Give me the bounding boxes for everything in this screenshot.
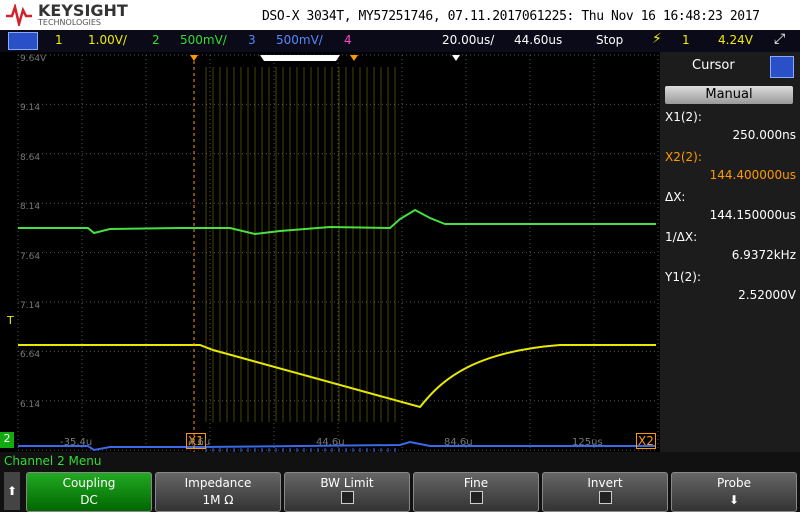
softkey[interactable]: Probe ⬇: [671, 472, 797, 512]
mode-button[interactable]: Manual: [665, 86, 793, 104]
scope-title: DSO-X 3034T, MY57251746, 07.11.201706122…: [262, 9, 760, 24]
trigger-flag: [452, 55, 460, 61]
x-label: 84.6u: [444, 437, 473, 448]
y-label: 9.14: [20, 103, 41, 114]
back-key[interactable]: ⬆: [4, 472, 20, 510]
y-label: 6.14: [20, 399, 41, 410]
ch2-scale: 500mV/: [180, 33, 227, 47]
x2-marker: X2: [636, 433, 656, 449]
waveform-area: [17, 54, 659, 452]
y-label: 7.14: [20, 301, 41, 311]
arrow-icon: ⬇: [728, 493, 740, 507]
ch1-number: 1: [55, 33, 63, 47]
ch3-trace: [18, 440, 656, 452]
softkey-label: Probe: [716, 476, 752, 490]
x1-marker: X1: [186, 433, 206, 449]
ch3-scale: 500mV/: [276, 33, 323, 47]
y-label: 6.64: [20, 350, 41, 361]
y-label: 7.64: [20, 251, 41, 262]
softkey-label: Impedance: [184, 476, 252, 490]
ch2-number: 2: [152, 33, 160, 47]
softkey[interactable]: Coupling DC: [26, 472, 152, 512]
x-label: 4.6u: [188, 437, 211, 448]
readout-value: 2.52000V: [738, 288, 796, 302]
ch3-number: 3: [248, 33, 256, 47]
slope-icon: ⤢: [774, 31, 786, 47]
readout-value: 6.9372kHz: [731, 248, 796, 262]
y-label: 8.14: [20, 202, 41, 213]
checkbox: [414, 491, 538, 509]
trigger-level: 4.24V: [718, 33, 753, 47]
ch4-number: 4: [344, 33, 352, 47]
side-panel: Cursor Manual X1(2): 250.000ns X2(2): 144.4…: [660, 52, 800, 452]
readout-label: ΔX:: [665, 190, 686, 204]
softkey[interactable]: Impedance 1M Ω: [155, 472, 281, 512]
logo-mark: [6, 4, 32, 26]
readout-value: 144.400000us: [709, 168, 796, 182]
readout-value: 144.150000us: [709, 208, 796, 222]
softkey-label: BW Limit: [320, 476, 374, 490]
softkey-menu: Channel 2 Menu ⬆ Coupling DC Impedance 1M Ω…: [0, 452, 800, 512]
brand: KEYSIGHT: [38, 1, 128, 20]
menu-button[interactable]: [8, 32, 38, 50]
softkey-label: Invert: [587, 476, 623, 490]
checkbox: [285, 491, 409, 509]
softkey-value: DC: [80, 493, 98, 507]
softkey-label: Fine: [463, 476, 489, 490]
x-label: 125us: [572, 437, 603, 448]
readout-value: 250.000ns: [732, 128, 796, 142]
menu-title: Channel 2 Menu: [4, 454, 102, 468]
ch2-trace: [18, 208, 656, 236]
trigger-icon: ⚡: [652, 31, 662, 47]
run-state: Stop: [596, 33, 624, 47]
trigger-channel: 1: [682, 33, 690, 47]
status-bar: 1 1.00V/ 2 500mV/ 3 500mV/ 4 20.00us/ 44…: [0, 30, 800, 52]
y-label: 8.64: [20, 152, 41, 163]
header: KEYSIGHT TECHNOLOGIES DSO-X 3034T, MY572…: [0, 0, 800, 30]
delay: 44.60us: [514, 33, 563, 47]
timebase: 20.00us/: [442, 33, 495, 47]
x-label: -35.4u: [60, 437, 93, 448]
cursor-x1-flag: [190, 55, 198, 61]
readout-label: X1(2):: [665, 110, 702, 124]
ch1-trace: [18, 344, 656, 409]
checkbox: [543, 491, 667, 509]
softkey-value: 1M Ω: [202, 493, 234, 507]
ch2-ground-marker: 2: [0, 432, 14, 448]
x-label: 44.6u: [316, 437, 345, 448]
softkey[interactable]: Invert: [542, 472, 668, 512]
delay-flag: [350, 55, 358, 61]
softkey[interactable]: Fine: [413, 472, 539, 512]
ch1-scale: 1.00V/: [88, 33, 127, 47]
readout-label: X2(2):: [665, 150, 702, 164]
softkey[interactable]: BW Limit: [284, 472, 410, 512]
panel-title: Cursor: [692, 58, 735, 73]
brand-sub: TECHNOLOGIES: [38, 18, 101, 27]
y-label: 9.64V: [20, 54, 47, 64]
readout-label: Y1(2):: [665, 270, 702, 284]
softkey-label: Coupling: [62, 476, 116, 490]
zoom-flag: [260, 55, 340, 61]
trigger-marker: T: [7, 314, 14, 327]
readout-label: 1/ΔX:: [665, 230, 698, 244]
panel-icon[interactable]: [770, 56, 794, 78]
